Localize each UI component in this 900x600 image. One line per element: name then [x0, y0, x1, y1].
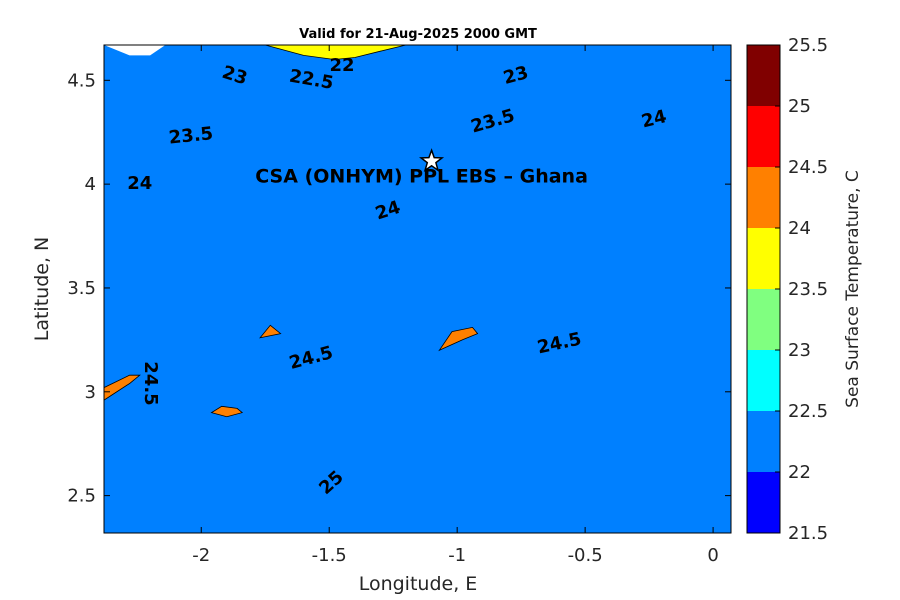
site-star-icon — [419, 148, 445, 172]
site-marker-group: CSA (ONHYM) PPL EBS – Ghana — [255, 148, 588, 187]
x-tick-label: -0.5 — [568, 545, 603, 566]
contour-patch-2 — [210, 405, 244, 418]
y-axis: 2.5 3 3.5 4 4.5 — [67, 70, 731, 507]
y-tick-label: 4.5 — [67, 70, 96, 91]
colorbar-tick-label: 24.5 — [788, 157, 828, 178]
colorbar-tick-label: 25.5 — [788, 35, 828, 56]
plot-frame — [103, 44, 732, 534]
colorbar-swatch — [747, 45, 780, 106]
y-axis-label: Latitude, N — [31, 237, 53, 342]
colorbar-swatch — [747, 411, 780, 472]
no-data-corner — [104, 45, 166, 56]
colorbar-tick-label: 24 — [788, 218, 811, 239]
colorbar-tick-label: 22.5 — [788, 401, 828, 422]
contour-label: 23.5 — [168, 123, 214, 149]
colorbar-swatch — [747, 167, 780, 228]
x-tick-label: 0 — [707, 545, 718, 566]
x-tick-label: -2 — [192, 545, 210, 566]
colorbar-swatch — [747, 106, 780, 167]
colorbar-tick-label: 23.5 — [788, 279, 828, 300]
contour-patch-3 — [438, 326, 479, 352]
x-axis-label: Longitude, E — [359, 573, 478, 595]
contour-band-22 — [104, 45, 731, 533]
chart-title: Valid for 21-Aug-2025 2000 GMT — [299, 27, 537, 42]
colorbar: 21.5 22 22.5 23 23.5 24 24.5 25 25.5 — [746, 35, 828, 544]
x-tick-label: -1 — [448, 545, 466, 566]
x-axis: -2 -1.5 -1 -0.5 0 — [192, 45, 719, 566]
colorbar-tick-label: 25 — [788, 96, 811, 117]
colorbar-tick-label: 22 — [788, 462, 811, 483]
contour-patch-4 — [259, 324, 282, 339]
contour-label: 24.5 — [140, 361, 161, 405]
colorbar-swatch — [747, 472, 780, 533]
colorbar-tick-label: 23 — [788, 340, 811, 361]
x-tick-label: -1.5 — [312, 545, 347, 566]
contour-label: 22 — [329, 55, 354, 76]
colorbar-tick-label: 21.5 — [788, 523, 828, 544]
colorbar-swatch — [747, 228, 780, 289]
y-tick-label: 4 — [85, 174, 96, 195]
y-tick-label: 3.5 — [67, 278, 96, 299]
colorbar-swatch — [747, 350, 780, 411]
site-label: CSA (ONHYM) PPL EBS – Ghana — [255, 165, 588, 187]
contour-patch-1 — [104, 374, 141, 401]
y-tick-label: 3 — [85, 382, 96, 403]
contour-label: 24 — [127, 173, 152, 194]
colorbar-swatch — [747, 289, 780, 350]
colorbar-label: Sea Surface Temperature, C — [843, 170, 863, 408]
contour-bands — [104, 45, 731, 533]
y-tick-label: 2.5 — [67, 486, 96, 507]
